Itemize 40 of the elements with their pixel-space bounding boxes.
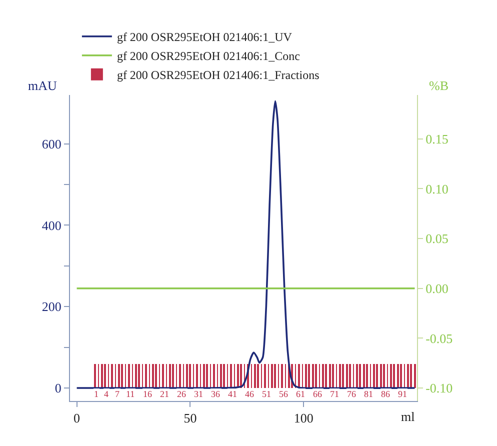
y2-tick-label: 0.10 <box>426 181 448 196</box>
legend-label: gf 200 OSR295EtOH 021406:1_UV <box>116 30 292 44</box>
annotation: 91 <box>398 389 407 399</box>
annotation: 71 <box>330 389 339 399</box>
annotation: 61 <box>296 389 305 399</box>
legend-label: gf 200 OSR295EtOH 021406:1_Fractions <box>116 68 320 82</box>
annotation: 76 <box>347 389 356 399</box>
y2-tick-label: 0.00 <box>426 280 448 296</box>
y-tick-label: 200 <box>42 299 62 314</box>
annotation: 7 <box>115 389 120 399</box>
annotation: 81 <box>364 389 373 399</box>
annotation: 56 <box>279 389 288 399</box>
y-tick-label: 0 <box>54 380 62 396</box>
annotation: 31 <box>194 389 203 399</box>
annotation: 46 <box>245 389 254 399</box>
annotation: 51 <box>262 389 271 399</box>
y-axis-title: mAU <box>28 78 58 93</box>
annotation: 36 <box>211 389 220 399</box>
annotation: 11 <box>126 389 135 399</box>
y2-tick-label: -0.05 <box>426 330 453 346</box>
annotation: 41 <box>228 389 237 399</box>
y-tick-label: 600 <box>42 136 62 152</box>
annotation: 4 <box>104 389 109 399</box>
x-tick-label: 50 <box>184 410 197 426</box>
annotation: 16 <box>143 389 152 399</box>
y2-axis-title: %B <box>429 78 449 93</box>
legend-label: gf 200 OSR295EtOH 021406:1_Conc <box>116 49 300 64</box>
x-tick-label: 0 <box>74 410 80 426</box>
y2-tick-label: 0.05 <box>426 231 448 246</box>
x-tick-label: 100 <box>294 410 314 426</box>
annotation: 21 <box>160 389 169 399</box>
annotation: 26 <box>177 389 186 399</box>
annotation: 86 <box>381 389 390 399</box>
annotation: 66 <box>313 389 322 399</box>
y2-tick-label: -0.10 <box>426 380 453 396</box>
y2-tick-label: 0.15 <box>426 131 448 146</box>
line-series <box>76 100 416 390</box>
annotation: 1 <box>94 389 98 399</box>
x-axis-title: ml <box>401 409 416 424</box>
y-tick-label: 400 <box>42 218 62 233</box>
